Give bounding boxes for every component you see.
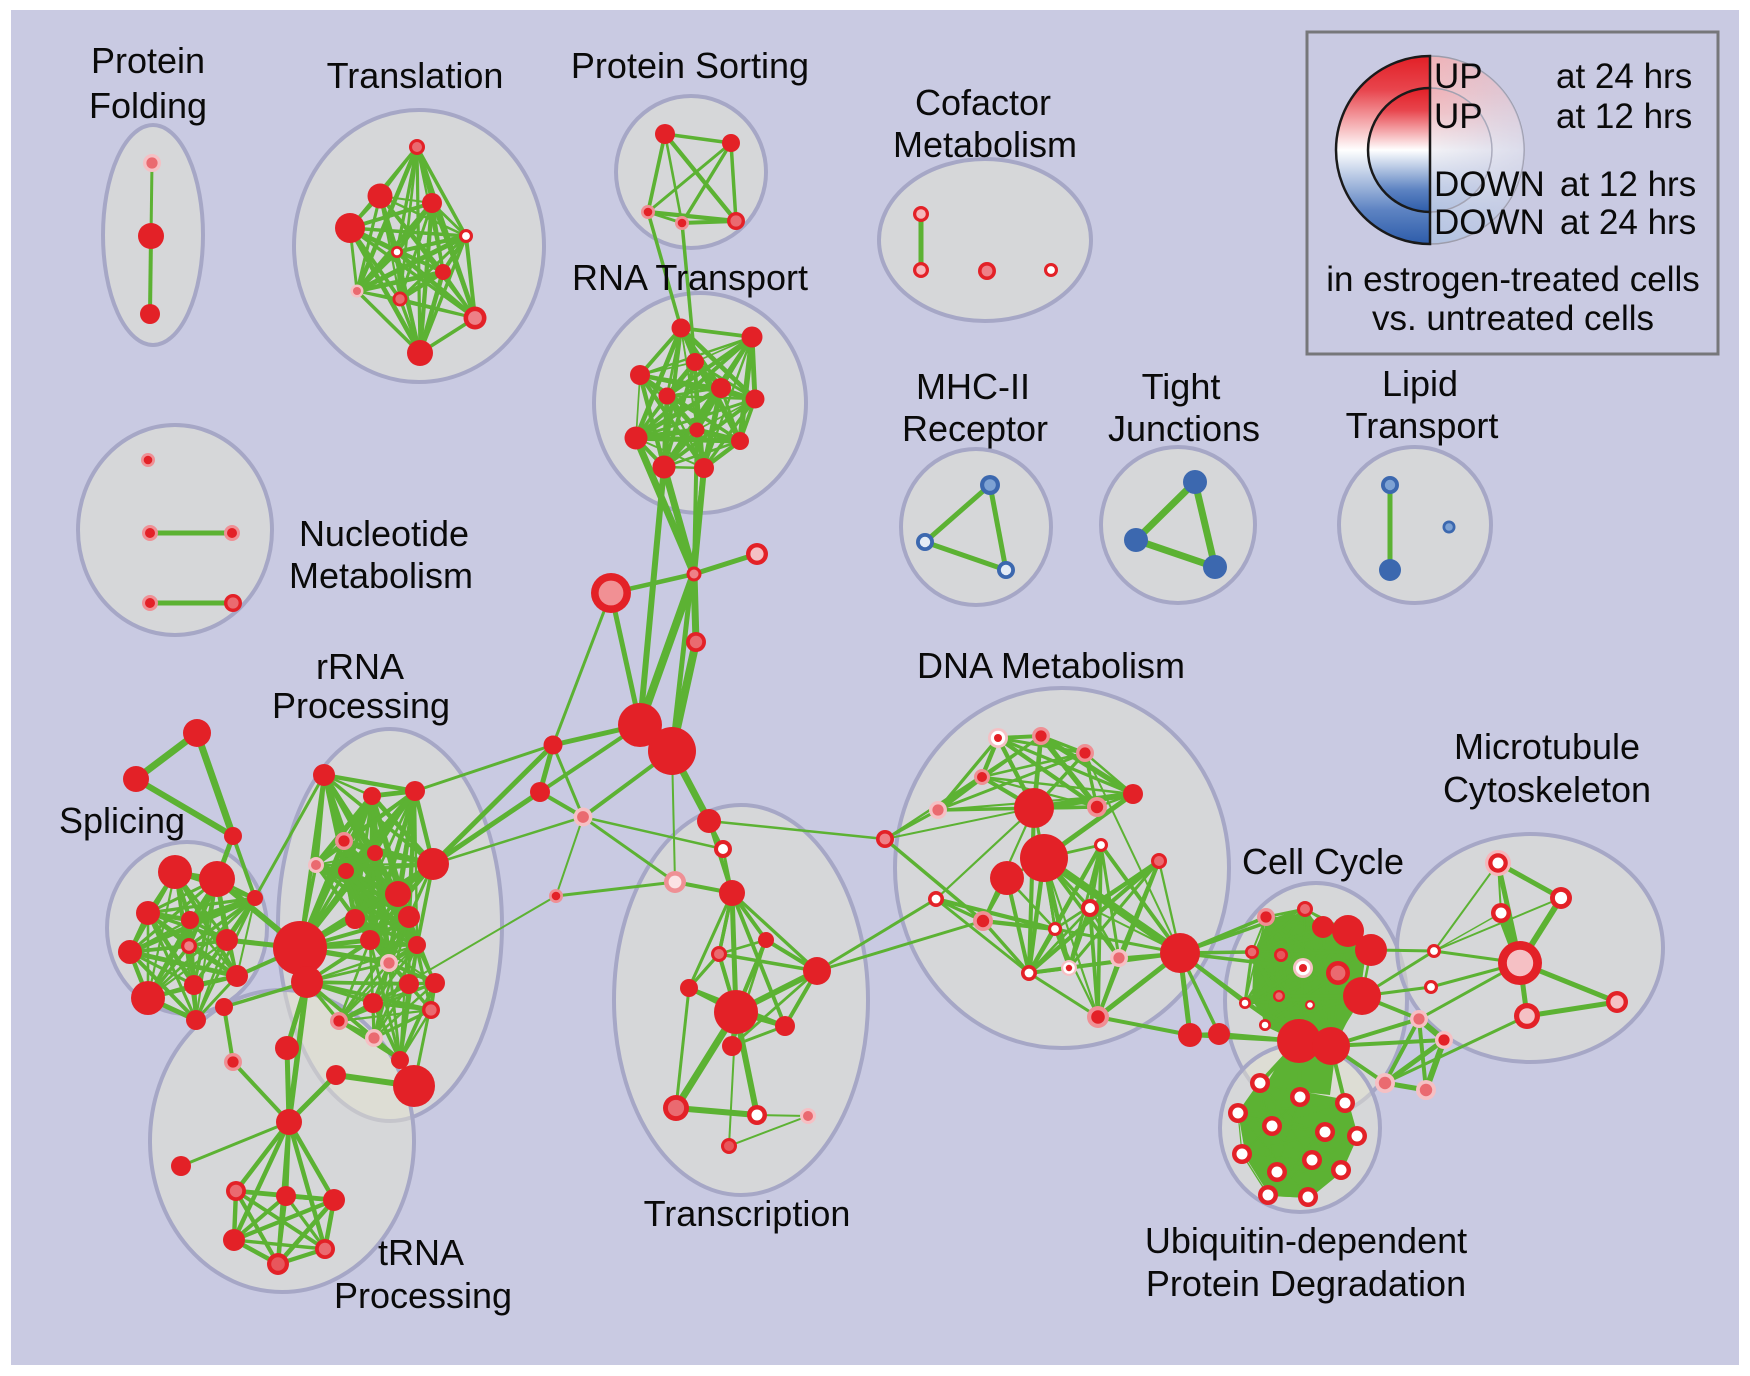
- svg-text:at 24 hrs: at 24 hrs: [1560, 203, 1696, 242]
- svg-text:Protein Degradation: Protein Degradation: [1146, 1263, 1466, 1304]
- svg-text:Tight: Tight: [1142, 366, 1221, 407]
- svg-text:Folding: Folding: [89, 85, 207, 126]
- svg-text:in estrogen-treated cells: in estrogen-treated cells: [1326, 260, 1700, 299]
- svg-text:Metabolism: Metabolism: [289, 555, 473, 596]
- svg-text:Receptor: Receptor: [902, 408, 1048, 449]
- svg-text:Translation: Translation: [327, 55, 504, 96]
- svg-text:Protein Sorting: Protein Sorting: [571, 45, 809, 86]
- svg-text:rRNA: rRNA: [316, 646, 404, 687]
- svg-text:Processing: Processing: [272, 685, 450, 726]
- svg-text:vs. untreated cells: vs. untreated cells: [1372, 299, 1654, 338]
- svg-text:DNA Metabolism: DNA Metabolism: [917, 645, 1185, 686]
- svg-text:Transport: Transport: [1346, 405, 1499, 446]
- svg-text:at 24 hrs: at 24 hrs: [1556, 57, 1692, 96]
- svg-text:DOWN: DOWN: [1434, 203, 1545, 242]
- svg-text:Transcription: Transcription: [644, 1193, 851, 1234]
- svg-text:at 12 hrs: at 12 hrs: [1556, 97, 1692, 136]
- svg-text:Lipid: Lipid: [1382, 363, 1458, 404]
- svg-text:Protein: Protein: [91, 40, 205, 81]
- svg-text:Cell Cycle: Cell Cycle: [1242, 841, 1404, 882]
- svg-text:Processing: Processing: [334, 1275, 512, 1316]
- svg-text:Cofactor: Cofactor: [915, 82, 1051, 123]
- svg-text:Ubiquitin-dependent: Ubiquitin-dependent: [1145, 1220, 1467, 1261]
- svg-text:Microtubule: Microtubule: [1454, 726, 1640, 767]
- svg-text:Junctions: Junctions: [1108, 408, 1260, 449]
- svg-text:Nucleotide: Nucleotide: [299, 513, 469, 554]
- svg-text:tRNA: tRNA: [378, 1232, 464, 1273]
- svg-text:RNA Transport: RNA Transport: [572, 257, 808, 298]
- svg-text:at 12 hrs: at 12 hrs: [1560, 165, 1696, 204]
- svg-text:MHC-II: MHC-II: [916, 366, 1030, 407]
- svg-text:Metabolism: Metabolism: [893, 124, 1077, 165]
- svg-text:UP: UP: [1434, 57, 1483, 96]
- svg-text:DOWN: DOWN: [1434, 165, 1545, 204]
- svg-text:Cytoskeleton: Cytoskeleton: [1443, 769, 1651, 810]
- svg-text:UP: UP: [1434, 97, 1483, 136]
- svg-text:Splicing: Splicing: [59, 800, 185, 841]
